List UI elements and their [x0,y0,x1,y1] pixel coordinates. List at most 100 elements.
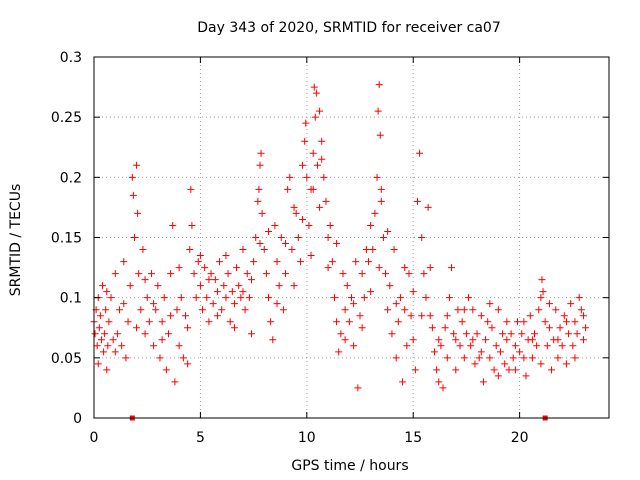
data-point [141,330,149,338]
data-point [528,336,536,344]
data-point [93,342,101,350]
data-point [469,336,477,344]
data-point [103,366,111,374]
data-point [111,270,119,278]
data-point [374,107,382,115]
data-point [262,270,270,278]
y-tick-label: 0.1 [60,291,82,307]
x-axis-label: GPS time / hours [291,458,408,474]
data-point [245,294,253,302]
data-point [158,336,166,344]
data-point [390,246,398,254]
data-point [460,354,468,362]
data-point [152,306,160,314]
data-point [445,294,453,302]
data-point [220,282,228,290]
data-point [488,324,496,332]
x-tick-label: 15 [404,430,422,446]
data-point [243,270,251,278]
data-point [292,209,300,217]
data-point [416,149,424,157]
data-point [577,306,585,314]
data-point [209,300,217,308]
data-point [162,366,170,374]
y-tick-label: 0.3 [60,50,82,66]
data-point [284,185,292,193]
data-point [448,264,456,272]
data-point [188,221,196,229]
data-point [273,300,281,308]
data-point [299,161,307,169]
data-point [443,354,451,362]
data-point [302,119,310,127]
data-point [350,342,358,350]
data-point [96,312,104,320]
data-point [175,264,183,272]
data-point [430,348,438,356]
data-point [537,294,545,302]
data-point [354,384,362,392]
data-point [150,300,158,308]
data-point [273,258,281,266]
data-point [137,306,145,314]
data-point [569,342,577,350]
data-point [443,312,451,320]
data-point [507,330,515,338]
grid-lines [94,57,609,418]
x-tick-label: 0 [90,430,99,446]
data-point [405,270,413,278]
data-point [537,360,545,368]
data-point [365,258,373,266]
data-point [113,330,121,338]
data-point [358,324,366,332]
data-point [147,270,155,278]
data-point [511,366,519,374]
x-tick-label: 20 [511,430,529,446]
data-points [90,81,590,392]
data-point [373,173,381,181]
data-point [350,300,358,308]
data-point [494,306,502,314]
data-point [290,203,298,211]
data-point [388,330,396,338]
data-point [247,330,255,338]
data-point [294,234,302,241]
data-point [571,354,579,362]
data-point [418,234,426,241]
data-point [177,294,185,302]
data-point [213,288,221,296]
data-point [469,306,477,314]
data-point [554,336,562,344]
data-point [352,258,360,266]
data-point [94,360,102,368]
data-point [167,270,175,278]
data-point [179,354,187,362]
data-point [479,378,487,386]
data-point [320,173,328,181]
data-point [299,215,307,223]
data-point [313,161,321,169]
data-point [335,348,343,356]
data-point [437,342,445,350]
data-point [439,384,447,392]
data-point [247,276,255,284]
data-point [475,354,483,362]
y-tick-label: 0.25 [51,110,82,126]
data-point [522,372,530,380]
data-point [111,348,119,356]
data-point [562,360,570,368]
data-point [473,330,481,338]
data-point [371,209,379,217]
data-point [239,246,247,254]
data-point [535,306,543,314]
data-point [582,324,590,332]
data-point [560,312,568,320]
data-point [201,264,209,272]
data-point [486,354,494,362]
data-point [333,240,341,248]
data-point [224,270,232,278]
data-point [120,258,128,266]
data-point [554,354,562,362]
data-point [579,312,587,320]
